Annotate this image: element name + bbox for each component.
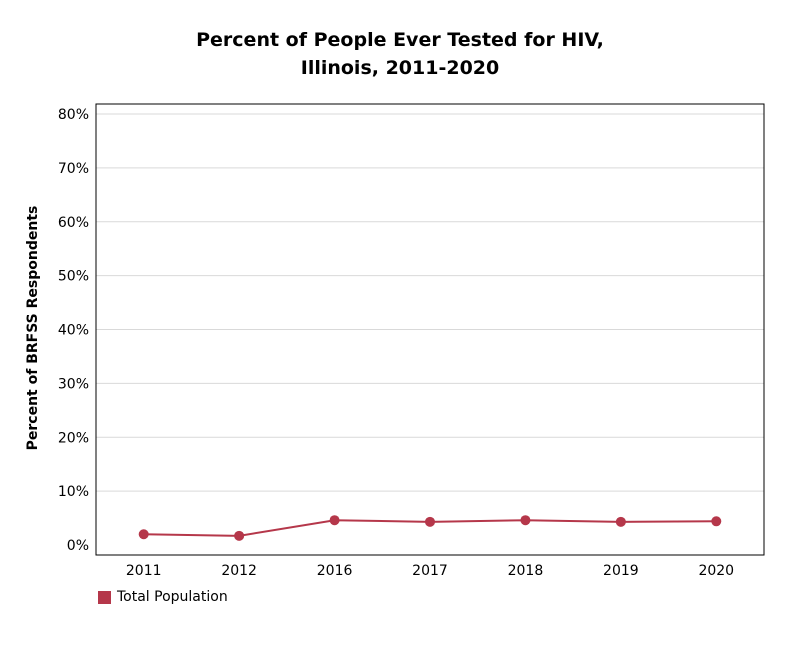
legend: Total Population [98,589,228,605]
data-point[interactable] [425,516,435,527]
x-tick-label: 2018 [508,563,544,579]
y-axis-label: Percent of BRFSS Respondents [25,206,41,451]
y-tick-label: 60% [58,215,89,231]
y-tick-label: 0% [67,538,89,554]
data-point[interactable] [615,516,626,527]
x-tick-label: 2017 [412,563,448,579]
data-point[interactable] [520,515,531,526]
x-tick-label: 2011 [126,563,162,579]
y-tick-label: 20% [58,430,89,446]
data-point[interactable] [234,530,245,541]
chart-title-line-2: Illinois, 2011-2020 [300,57,500,79]
x-tick-label: 2019 [603,563,639,579]
chart-title: Percent of People Ever Tested for HIV, I… [0,26,800,82]
x-axis-ticks: 2011 2012 2016 2017 2018 2019 2020 [126,563,734,579]
legend-label: Total Population [117,589,228,605]
y-tick-label: 70% [58,161,89,177]
data-point[interactable] [138,529,149,540]
x-tick-label: 2016 [317,563,353,579]
y-axis-ticks: 0% 10% 20% 30% 40% 50% 60% 70% 80% [58,107,89,554]
series-lines [138,515,722,541]
legend-swatch [98,590,111,604]
y-tick-label: 80% [58,107,89,123]
y-tick-label: 30% [58,376,89,392]
y-tick-label: 50% [58,269,89,285]
x-tick-label: 2020 [698,563,734,579]
y-tick-label: 10% [58,484,89,500]
chart-title-line-1: Percent of People Ever Tested for HIV, [196,29,604,51]
gridlines [96,113,764,492]
data-point[interactable] [711,516,722,527]
y-tick-label: 40% [58,323,89,339]
data-point[interactable] [329,515,340,526]
plot-area-border [95,103,765,556]
x-tick-label: 2012 [221,563,257,579]
